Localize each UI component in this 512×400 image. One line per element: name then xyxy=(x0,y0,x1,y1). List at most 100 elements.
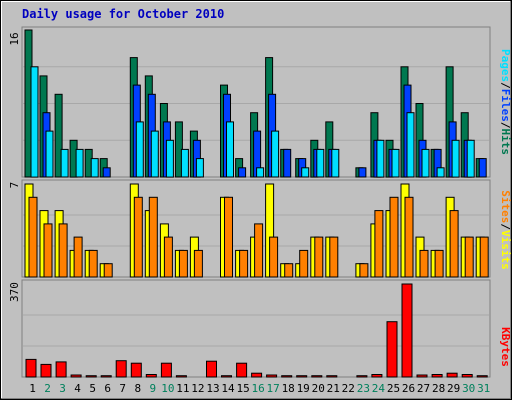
ylabel-hits: Hits xyxy=(499,129,512,156)
kbytes-bar xyxy=(371,374,383,378)
day-label: 28 xyxy=(432,382,445,395)
pages-bar xyxy=(376,139,385,178)
pages-bar xyxy=(316,148,325,178)
kbytes-bar xyxy=(175,375,187,378)
sites-bar xyxy=(329,236,339,278)
day-label: 3 xyxy=(59,382,66,395)
hits-ylabel: Pages/Files/Hits xyxy=(499,49,512,155)
day-label: 21 xyxy=(327,382,340,395)
kbytes-bar xyxy=(145,374,157,378)
kbytes-bar xyxy=(251,372,263,378)
kbytes-bar xyxy=(130,362,142,378)
hits-bar xyxy=(54,93,63,178)
day-label: 13 xyxy=(206,382,219,395)
day-label: 31 xyxy=(477,382,490,395)
sites-bar xyxy=(254,223,264,278)
sites-bar xyxy=(284,263,294,278)
day-label: 11 xyxy=(176,382,189,395)
kbytes-bar xyxy=(476,375,488,378)
day-label: 25 xyxy=(387,382,400,395)
pages-bar xyxy=(421,148,430,178)
visits-ymax-label: 7 xyxy=(8,182,21,189)
hits-files-pages-bars xyxy=(24,29,487,178)
files-bar xyxy=(283,148,292,178)
pages-bar xyxy=(466,139,475,178)
sites-bar xyxy=(239,249,249,278)
sites-bar xyxy=(389,196,399,278)
day-label: 26 xyxy=(402,382,415,395)
files-bar xyxy=(358,167,367,178)
pages-bar xyxy=(391,148,400,178)
kbytes-bar xyxy=(266,374,278,378)
sites-bar xyxy=(43,223,53,278)
kbytes-bar xyxy=(70,374,82,378)
pages-bar xyxy=(90,158,99,178)
day-label: 18 xyxy=(282,382,295,395)
kbytes-bar xyxy=(386,321,398,378)
sites-bar xyxy=(88,249,98,278)
kbytes-bar xyxy=(160,362,172,378)
sites-bar xyxy=(314,236,324,278)
pages-bar xyxy=(45,130,54,178)
day-label: 14 xyxy=(221,382,235,395)
pages-bar xyxy=(150,130,159,178)
pages-bar xyxy=(271,130,280,178)
visits-sites-bars xyxy=(24,183,489,278)
day-label: 29 xyxy=(447,382,460,395)
pages-bar xyxy=(226,121,234,178)
kbytes-bar xyxy=(431,374,443,378)
kbytes-bar xyxy=(115,360,127,378)
sites-bar xyxy=(193,249,203,278)
pages-bar xyxy=(331,148,340,178)
kbytes-bar xyxy=(296,375,308,378)
sites-bar xyxy=(103,263,113,278)
pages-bar xyxy=(256,167,265,178)
kbytes-bar xyxy=(55,361,67,378)
files-bar xyxy=(478,158,487,178)
kbytes-bar xyxy=(236,362,248,378)
day-label: 24 xyxy=(372,382,386,395)
pages-bar xyxy=(301,167,310,178)
chart-title: Daily usage for October 2010 xyxy=(22,7,225,21)
sites-bar xyxy=(404,196,414,278)
sites-bar xyxy=(269,236,279,278)
sites-bar xyxy=(464,236,474,278)
files-bar xyxy=(238,167,247,178)
day-label: 22 xyxy=(342,382,355,395)
sites-bar xyxy=(163,236,173,278)
ylabel-visits: Visits xyxy=(499,230,512,270)
sites-bar xyxy=(449,210,459,278)
day-label: 1 xyxy=(29,382,36,395)
kbytes-bar xyxy=(416,374,428,378)
kbytes-bar xyxy=(206,360,217,378)
kbytes-bar xyxy=(281,375,293,378)
sites-bar xyxy=(479,236,489,278)
day-label: 4 xyxy=(74,382,81,395)
day-label: 23 xyxy=(357,382,370,395)
day-labels: 1 2 3 4 5 6 7 8 9 10 11 12 13 14 15 16 17 18 19 20 21 22 23 24 2… xyxy=(29,382,490,395)
sites-bar xyxy=(224,196,233,278)
day-label: 9 xyxy=(149,382,156,395)
kbytes-bar xyxy=(40,363,52,378)
day-label: 8 xyxy=(134,382,141,395)
kbytes-bar xyxy=(85,375,97,378)
pages-bar xyxy=(406,112,415,178)
sites-bar xyxy=(299,249,309,278)
sites-bar xyxy=(419,249,429,278)
sites-bar xyxy=(58,223,68,278)
day-label: 10 xyxy=(161,382,174,395)
kbytes-bar xyxy=(461,374,473,378)
day-label: 6 xyxy=(104,382,111,395)
kbytes-panel xyxy=(21,279,491,378)
kbytes-ylabel: KBytes xyxy=(499,327,512,367)
day-label: 20 xyxy=(312,382,325,395)
sites-bar xyxy=(178,249,188,278)
day-label: 16 xyxy=(251,382,264,395)
ylabel-pages: Pages xyxy=(499,49,512,82)
sites-bar xyxy=(28,196,38,278)
pages-bar xyxy=(30,66,39,178)
sites-bar xyxy=(359,263,369,278)
visits-ylabel: Sites/Visits xyxy=(499,190,512,270)
sites-bar xyxy=(374,210,384,278)
